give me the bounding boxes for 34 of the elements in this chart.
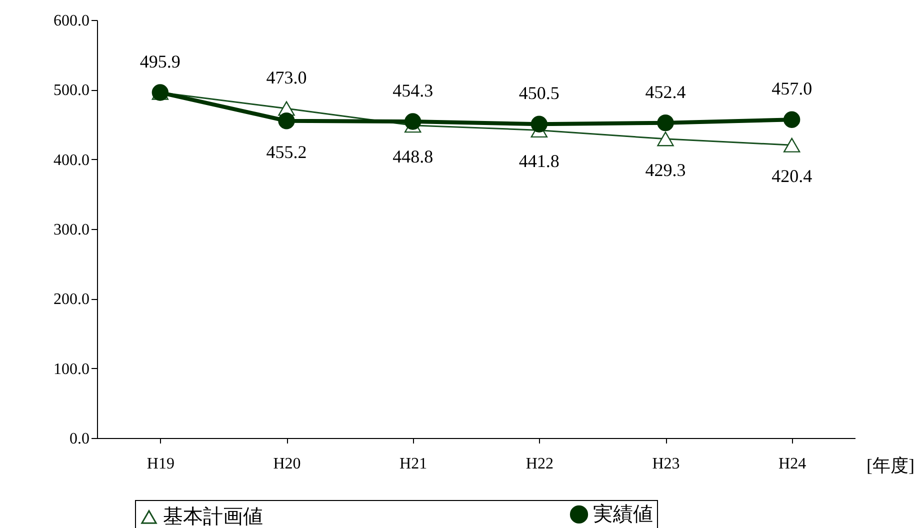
- point: [278, 112, 295, 130]
- data-label: 452.4: [645, 82, 686, 102]
- data-label: 429.3: [645, 160, 686, 180]
- data-label: 448.8: [392, 146, 434, 166]
- x-tick-label: H23: [652, 456, 680, 472]
- data-label: 455.2: [266, 142, 307, 162]
- data-label: 457.0: [772, 78, 812, 99]
- legend-label: 実績値: [593, 502, 653, 526]
- point: [657, 114, 674, 132]
- x-tick-label: H20: [273, 456, 301, 472]
- data-label: 495.9: [140, 52, 180, 72]
- x-tick-label: H22: [526, 456, 554, 472]
- point: [783, 111, 800, 128]
- legend-label: 基本計画値: [163, 506, 263, 528]
- data-label: 473.0: [266, 67, 307, 88]
- y-tick-label: 400.0: [54, 152, 90, 169]
- data-label: 450.5: [518, 83, 560, 104]
- y-tick-label: 600.0: [54, 12, 90, 30]
- y-tick-label: 300.0: [54, 222, 90, 238]
- point: [783, 138, 800, 152]
- x-tick-label: H21: [400, 456, 428, 472]
- y-tick-label: 200.0: [54, 291, 90, 308]
- data-label: 454.3: [392, 80, 434, 101]
- data-label: 441.8: [518, 151, 560, 172]
- y-tick-label: 0.0: [70, 430, 90, 448]
- point: [657, 132, 674, 146]
- x-tick-label: H24: [778, 456, 806, 472]
- y-tick-label: 100.0: [54, 360, 90, 378]
- point: [530, 116, 548, 132]
- x-tick-label: H19: [146, 456, 174, 472]
- data-label: 420.4: [772, 166, 812, 186]
- x-axis-title: [年度]: [866, 456, 914, 476]
- y-tick-label: 500.0: [54, 82, 90, 100]
- point: [404, 113, 422, 130]
